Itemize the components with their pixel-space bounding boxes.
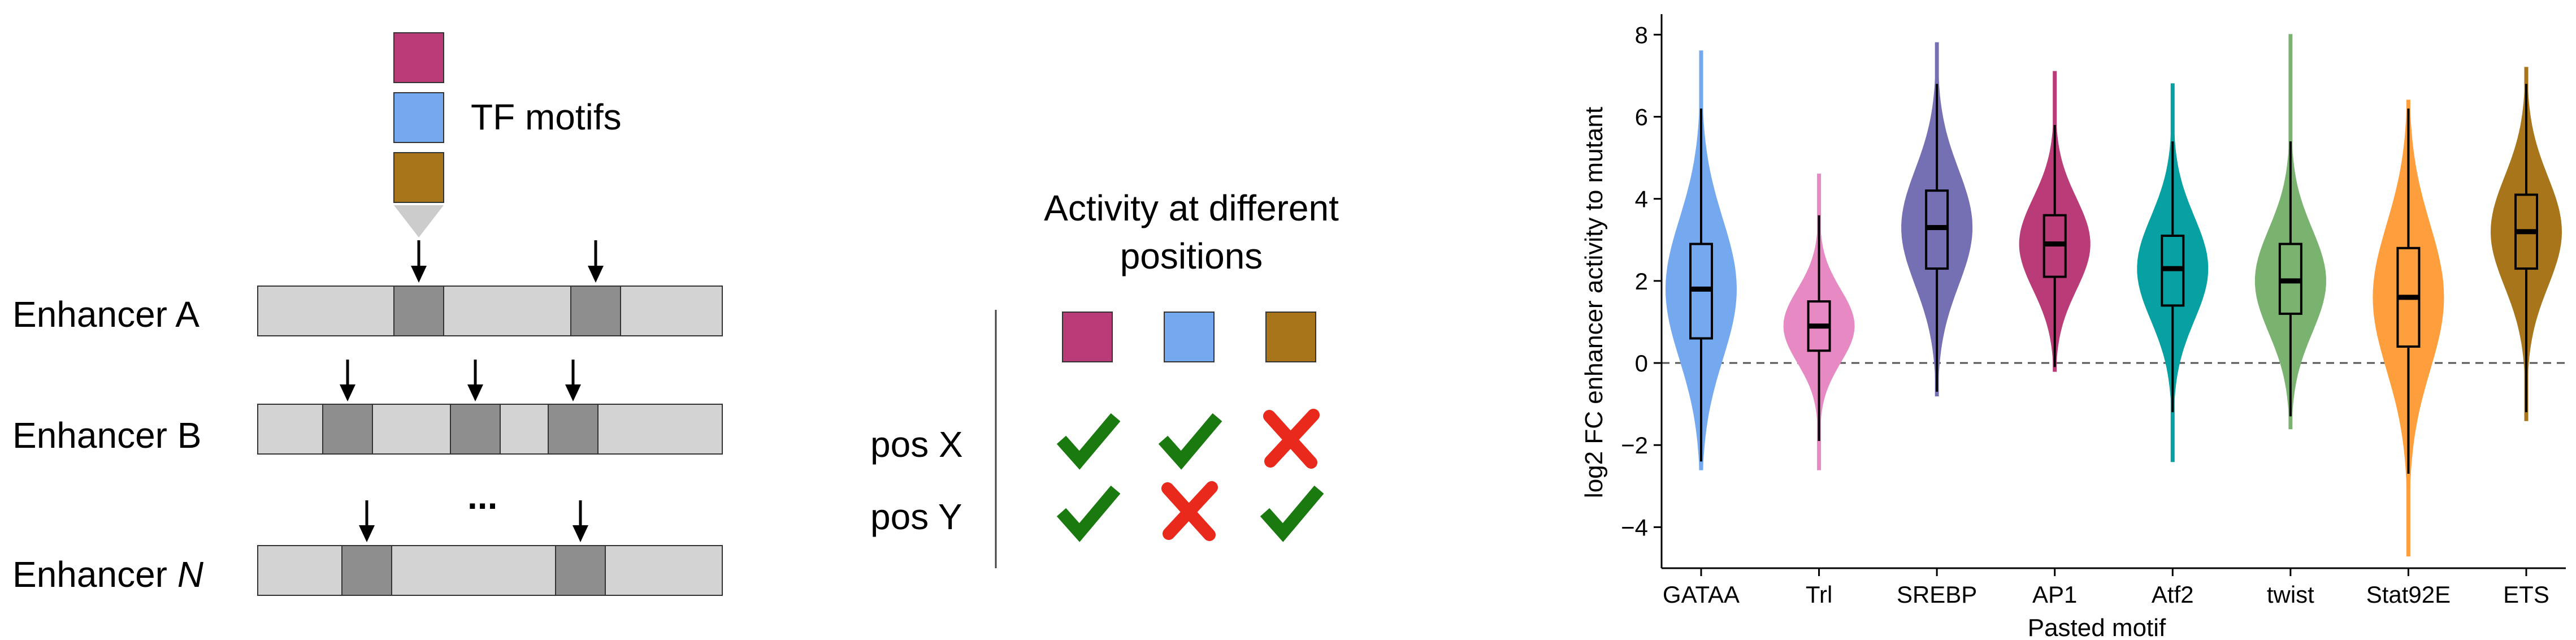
- x-axis-label: Pasted motif: [2028, 614, 2166, 640]
- violin-body: [2019, 71, 2091, 372]
- pos-x-label: pos X: [870, 424, 963, 465]
- violin-chart: −4 −2 0 2 4 6 8 GATAA Trl SREBP AP1 Atf2 twist Stat92…: [1580, 14, 2566, 640]
- enhancer-n-bar: [257, 545, 723, 596]
- y-tick-label: 8: [1635, 21, 1648, 48]
- enhancer-b-arrow-1: [340, 360, 355, 401]
- activity-title-line1: Activity at different: [1044, 188, 1339, 228]
- enhancer-a-arrow-1: [411, 240, 427, 283]
- activity-title-line2: positions: [1120, 236, 1263, 276]
- violin-body: [2137, 83, 2209, 462]
- violin-stat92e: [2373, 100, 2444, 557]
- x-tick-label: twist: [2267, 581, 2314, 608]
- tf-motif-gold: [393, 152, 444, 203]
- enhancer-b-site-2: [450, 404, 501, 455]
- activity-col-gold: [1265, 312, 1316, 362]
- insertion-triangle: [394, 205, 444, 237]
- pos-y-label: pos Y: [870, 496, 962, 537]
- violin-ap1: [2019, 71, 2091, 372]
- check-mark-r2-c1: [1056, 485, 1121, 542]
- y-tick-label: 2: [1635, 268, 1648, 295]
- enhancer-n-arrow-1: [359, 500, 375, 542]
- activity-col-blue: [1164, 312, 1215, 362]
- y-tick-label: 4: [1635, 186, 1648, 213]
- violin-twist: [2254, 34, 2326, 430]
- violin-srebp: [1901, 42, 1973, 397]
- violin-body: [2490, 67, 2562, 421]
- tf-motif-blue: [393, 92, 444, 143]
- violin-ets: [2490, 67, 2562, 421]
- x-tick-label: AP1: [2032, 581, 2077, 608]
- violin-body: [1783, 174, 1855, 470]
- violin-body: [1665, 50, 1737, 470]
- enhancer-a-bar: [257, 286, 723, 336]
- enhancer-b-arrow-3: [565, 360, 581, 401]
- enhancer-a-label: Enhancer A: [12, 294, 200, 335]
- violin-gataa: [1665, 50, 1737, 470]
- enhancer-n-site-1: [341, 545, 392, 596]
- violin-body: [1901, 42, 1973, 397]
- violin-trl: [1783, 174, 1855, 470]
- enhancer-n-label: Enhancer N: [12, 554, 204, 595]
- x-tick-label: Atf2: [2152, 581, 2194, 608]
- enhancer-a-site-2: [570, 286, 621, 336]
- enhancer-n-site-2: [555, 545, 606, 596]
- check-mark-r2-c3: [1260, 485, 1324, 542]
- enhancer-n-arrow-2: [573, 500, 588, 542]
- cross-mark-r1-c3: [1263, 409, 1320, 469]
- y-tick-label: −4: [1621, 514, 1648, 540]
- y-tick-label: 0: [1635, 350, 1648, 377]
- enhancer-a-site-1: [393, 286, 444, 336]
- enhancer-a-arrow-2: [588, 240, 604, 283]
- x-tick-label: SREBP: [1897, 581, 1977, 608]
- cross-mark-r2-c2: [1161, 481, 1218, 541]
- violin-body: [2373, 100, 2444, 557]
- ellipsis: ...: [467, 476, 497, 517]
- x-tick-label: GATAA: [1663, 581, 1740, 608]
- enhancer-b-label: Enhancer B: [12, 415, 201, 456]
- enhancer-b-site-3: [548, 404, 599, 455]
- activity-table: Activity at different positions pos X po…: [870, 188, 1339, 568]
- check-mark-r1-c2: [1158, 413, 1222, 470]
- enhancer-b-arrow-2: [467, 360, 483, 401]
- violin-atf2: [2137, 83, 2209, 462]
- check-mark-r1-c1: [1056, 413, 1121, 470]
- x-tick-label: Trl: [1806, 581, 1832, 608]
- y-tick-label: −2: [1621, 432, 1648, 459]
- x-tick-label: Stat92E: [2366, 581, 2451, 608]
- y-tick-label: 6: [1635, 103, 1648, 130]
- y-axis-label: log2 FC enhancer activity to mutant: [1580, 107, 1608, 498]
- enhancer-schematic: TF motifs Enhancer A Enhancer B ... Enha…: [12, 32, 723, 596]
- activity-col-magenta: [1062, 312, 1113, 362]
- enhancer-b-site-1: [322, 404, 373, 455]
- x-tick-label: ETS: [2503, 581, 2549, 608]
- tf-motifs-label: TF motifs: [471, 97, 622, 137]
- tf-motif-magenta: [393, 32, 444, 83]
